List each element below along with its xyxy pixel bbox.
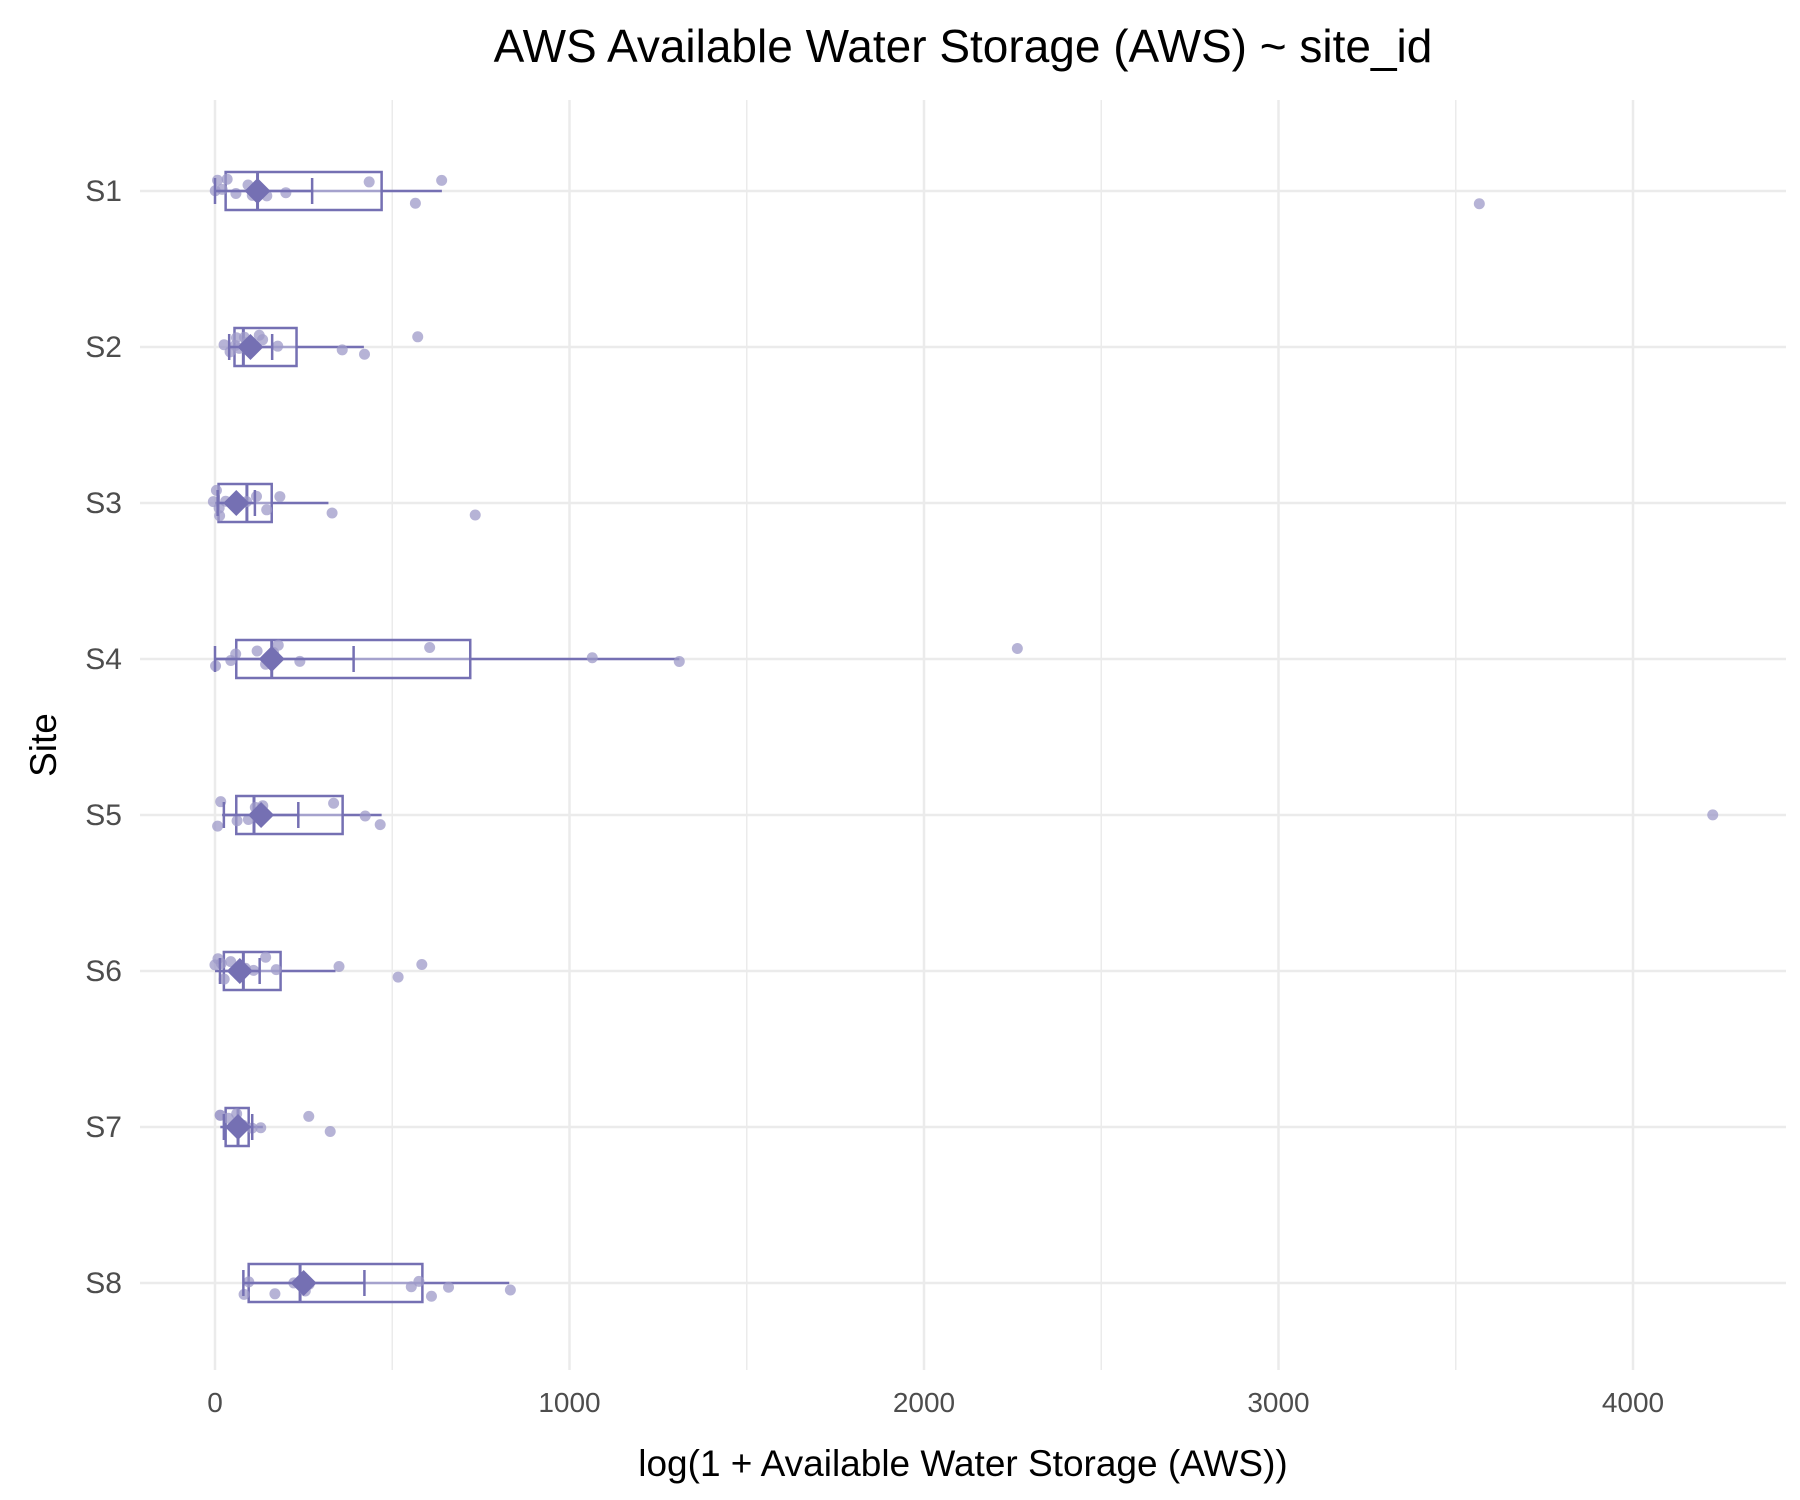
site-label: S8 [85,1267,122,1300]
x-tick-label: 4000 [1602,1387,1664,1418]
boxplot-s5 [212,794,1719,836]
data-point [272,340,284,352]
x-tick-label: 1000 [538,1387,600,1418]
boxplot-s1 [209,170,1485,212]
data-point [251,645,263,657]
boxplot-s6 [209,950,428,992]
data-point [413,1275,425,1287]
data-point [214,510,226,522]
data-point [425,1290,437,1302]
boxplot-s2 [218,326,424,368]
data-point [212,820,224,832]
data-point [260,951,272,963]
data-point [443,1281,455,1293]
data-point [336,344,348,356]
data-point [231,815,243,827]
data-point [374,819,386,831]
boxplot-s3 [207,482,481,524]
data-point [359,810,371,822]
plot-area [207,170,1719,1304]
site-label: S5 [85,799,122,832]
data-point [469,509,481,521]
data-point [326,507,338,519]
data-point [215,957,227,969]
data-point [324,1126,336,1138]
data-point [333,960,345,972]
mean-marker [223,490,250,516]
data-point [405,1281,417,1293]
data-point [221,173,233,185]
mean-marker [258,646,285,672]
data-point [230,188,242,200]
data-point [424,642,436,654]
data-point [392,971,404,983]
x-tick-label: 2000 [893,1387,955,1418]
mean-marker [290,1270,317,1296]
data-point [255,1122,267,1134]
data-point [274,491,286,503]
data-point [250,490,262,502]
site-label: S6 [85,955,122,988]
data-point [230,648,242,660]
data-point [416,959,428,971]
x-axis-title: log(1 + Available Water Storage (AWS)) [638,1443,1288,1484]
data-point [436,174,448,186]
y-tick-labels: S1 S2 S3 S4 S5 S6 S7 S8 [85,175,122,1300]
data-point [363,176,375,188]
mean-marker [248,802,275,828]
x-tick-labels: 0 1000 2000 3000 4000 [207,1387,1664,1418]
data-point [303,1110,315,1122]
data-point [294,655,306,667]
x-tick-label: 3000 [1247,1387,1309,1418]
site-label: S4 [85,643,122,676]
data-point [270,964,282,976]
data-point [359,348,371,360]
data-point [1473,198,1485,210]
boxplot-s8 [238,1262,516,1304]
site-label: S1 [85,175,122,208]
data-point [412,331,424,343]
data-point [280,187,292,199]
site-label: S2 [85,331,122,364]
data-point [216,183,228,195]
y-axis-title: Site [23,713,64,777]
data-point [272,639,284,651]
data-point [328,797,340,809]
data-point [409,197,421,209]
data-point [269,1288,281,1300]
data-point [261,504,273,516]
boxplot-s4 [210,638,1023,680]
site-label: S7 [85,1111,122,1144]
x-tick-label: 0 [207,1387,223,1418]
data-point [504,1284,516,1296]
data-point [586,652,598,664]
data-point [1011,643,1023,655]
boxplot-s7 [214,1106,336,1148]
data-point [673,655,685,667]
data-point [1707,809,1719,821]
grid [140,100,1786,1370]
mean-marker [237,334,264,360]
site-label: S3 [85,487,122,520]
mean-marker [244,178,271,204]
data-point [218,973,230,985]
data-point [257,334,269,346]
mean-marker [225,1114,252,1140]
chart-title: AWS Available Water Storage (AWS) ~ site… [494,20,1433,72]
mean-marker [226,958,253,984]
